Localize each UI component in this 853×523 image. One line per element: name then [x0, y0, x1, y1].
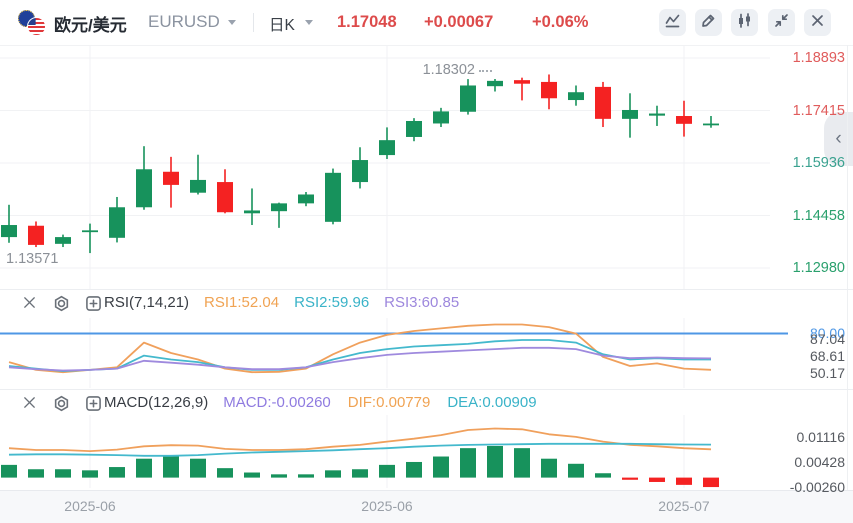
macd-chart[interactable]: [0, 415, 853, 488]
high-annotation-dots: [479, 70, 492, 73]
candlestick-style-button[interactable]: [731, 9, 758, 36]
rsi-ref-line-label: 80.00: [809, 324, 845, 341]
macd-settings-gear-icon[interactable]: [53, 395, 70, 412]
rsi-value-label: RSI2:59.96: [294, 294, 370, 311]
high-price-annotation: 1.18302: [422, 62, 475, 79]
macd-axis-label: 0.01116: [796, 429, 845, 446]
timeframe-selector[interactable]: 日K: [269, 17, 295, 34]
rsi-pane-header: RSI(7,14,21) RSI1:52.04 RSI2:59.96 RSI3:60…: [0, 291, 770, 317]
price-axis-label: 1.12980: [792, 259, 845, 276]
low-price-annotation: 1.13571: [6, 251, 59, 268]
draw-button[interactable]: [695, 9, 722, 36]
collapse-panel-handle[interactable]: ‹: [824, 112, 853, 166]
chevron-left-icon: ‹: [835, 128, 842, 149]
macd-add-icon[interactable]: [85, 395, 102, 412]
collapse-icon: [773, 12, 790, 34]
macd-value-label: MACD:-0.00260: [223, 394, 331, 411]
candlestick-icon: [736, 12, 753, 34]
rsi-settings-gear-icon[interactable]: [53, 295, 70, 312]
pair-name-cn: 欧元/美元: [54, 16, 127, 35]
draw-pencil-icon: [700, 12, 717, 34]
indicator-button[interactable]: [659, 9, 686, 36]
pair-flag-icon: [18, 8, 48, 38]
rsi-title[interactable]: RSI(7,14,21): [104, 294, 190, 311]
date-axis-label: 2025-06: [64, 498, 116, 514]
macd-value-label: DEA:0.00909: [447, 394, 537, 411]
collapse-chart-button[interactable]: [768, 9, 795, 36]
chart-header: 欧元/美元 EURUSD 日K 1.17048 +0.00067 +0.06%: [0, 0, 853, 46]
price-axis-label: 1.18893: [792, 50, 845, 67]
date-axis-label: 2025-07: [658, 498, 710, 514]
rsi-axis-label: 87.04: [809, 331, 845, 347]
right-border: [847, 45, 848, 523]
rsi-chart[interactable]: [0, 318, 853, 388]
macd-title[interactable]: MACD(12,26,9): [104, 394, 209, 411]
price-change: +0.00067: [424, 13, 494, 31]
pane-separator: [0, 389, 853, 390]
indicator-icon: [664, 12, 681, 34]
pair-dropdown-caret-icon[interactable]: [228, 20, 236, 25]
pane-separator: [0, 289, 853, 290]
macd-axis-label: -0.00260: [789, 479, 845, 496]
candlestick-chart[interactable]: [0, 45, 853, 290]
last-price: 1.17048: [337, 13, 397, 31]
rsi-close-icon[interactable]: [22, 295, 39, 312]
rsi-axis-label: 68.61: [809, 348, 845, 364]
rsi-value-label: RSI3:60.85: [384, 294, 460, 311]
rsi-value-label: RSI1:52.04: [204, 294, 280, 311]
pair-code[interactable]: EURUSD: [148, 12, 220, 31]
macd-axis-label: 0.00428: [794, 454, 845, 471]
time-axis[interactable]: 2025-06 2025-06 2025-07: [0, 490, 853, 523]
price-axis-label: 1.14458: [792, 207, 845, 224]
rsi-axis-label: 50.17: [809, 365, 845, 381]
macd-pane-header: MACD(12,26,9) MACD:-0.00260 DIF:0.00779 DE…: [0, 391, 770, 417]
price-axis-label: 1.15936: [792, 155, 845, 172]
close-icon: [809, 12, 826, 34]
price-change-percent: +0.06%: [532, 13, 589, 31]
us-flag-icon: [27, 17, 46, 36]
price-axis-label: 1.17415: [792, 102, 845, 119]
macd-value-label: DIF:0.00779: [347, 394, 431, 411]
header-divider: [253, 13, 254, 32]
macd-values: MACD:-0.00260 DIF:0.00779 DEA:0.00909: [223, 394, 553, 411]
timeframe-dropdown-caret-icon[interactable]: [305, 20, 313, 25]
macd-close-icon[interactable]: [22, 395, 39, 412]
date-axis-label: 2025-06: [361, 498, 413, 514]
rsi-values: RSI1:52.04 RSI2:59.96 RSI3:60.85: [204, 294, 474, 311]
close-chart-button[interactable]: [804, 9, 831, 36]
rsi-add-icon[interactable]: [85, 295, 102, 312]
